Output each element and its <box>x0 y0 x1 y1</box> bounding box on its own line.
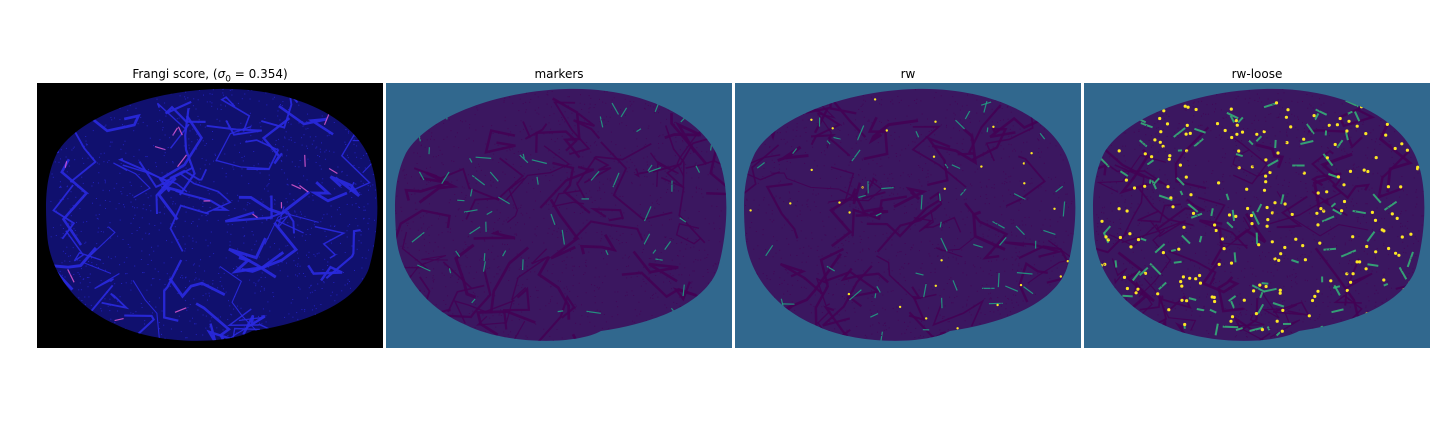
markers-image <box>386 83 732 348</box>
title-prefix: Frangi score, ( <box>132 67 218 81</box>
sigma-value: = 0.354) <box>230 67 288 81</box>
panel-title-rw-loose: rw-loose <box>1231 67 1283 81</box>
sigma-symbol: σ <box>217 67 226 81</box>
retina-blob <box>46 88 378 341</box>
rw-image <box>735 83 1081 348</box>
rw-loose-canvas <box>1084 83 1430 348</box>
panel-title-frangi: Frangi score, (σ0 = 0.354) <box>37 66 383 87</box>
panel-title-markers: markers <box>534 67 584 81</box>
frangi-score-canvas <box>37 83 383 348</box>
rw-canvas <box>735 83 1081 348</box>
retina-blob <box>1093 88 1425 341</box>
panel-title-rw: rw <box>900 67 916 81</box>
rw-loose-image <box>1084 83 1430 348</box>
vessel-texture <box>395 88 727 341</box>
frangi-score-image <box>37 83 383 348</box>
sigma-subscript: 0 <box>225 74 231 85</box>
markers-canvas <box>386 83 732 348</box>
